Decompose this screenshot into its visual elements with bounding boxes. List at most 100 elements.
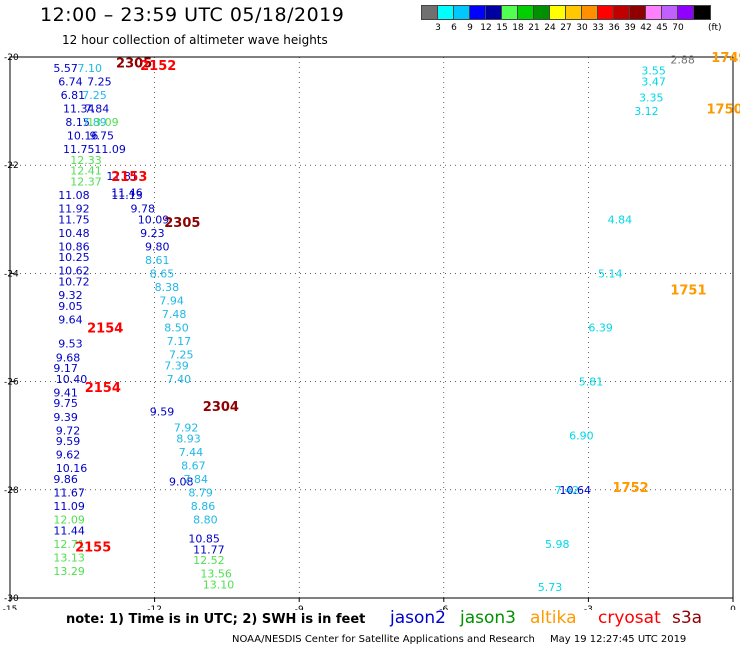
legend-s3a: s3a <box>672 608 703 628</box>
wave-height-label: 11.77 <box>193 543 225 556</box>
wave-height-label: 9.78 <box>131 202 156 215</box>
wave-height-label: 10.40 <box>56 373 88 386</box>
colorbar-swatch <box>437 5 455 20</box>
wave-height-label: 10.85 <box>188 532 220 545</box>
colorbar-swatch <box>469 5 487 20</box>
colorbar-label: 24 <box>544 23 556 33</box>
wave-height-label: 13.13 <box>53 551 85 564</box>
wave-height-label: 4.84 <box>608 213 633 226</box>
wave-height-label: 10.25 <box>58 251 89 264</box>
pass-time-label: 2153 <box>111 170 147 185</box>
wave-height-label: 9.80 <box>145 240 170 253</box>
wave-height-label: 7.25 <box>87 75 112 88</box>
wave-height-label: 10.72 <box>58 276 89 289</box>
pass-time-label: 2305 <box>164 216 200 231</box>
wave-height-label: 10.16 <box>56 462 88 475</box>
wave-height-label: 5.98 <box>545 538 570 551</box>
wave-height-label: 6.39 <box>588 322 613 335</box>
y-tick-label: -24 <box>4 269 19 279</box>
wave-height-label: 11.44 <box>53 524 85 537</box>
wave-height-label: 7.17 <box>167 335 192 348</box>
colorbar-label: 39 <box>624 23 636 33</box>
pass-time-label: 1749 <box>711 51 740 66</box>
wave-height-label: 7.25 <box>169 349 194 362</box>
colorbar-label: 9 <box>467 23 473 33</box>
wave-height-label: 11.75 <box>63 143 95 156</box>
wave-height-label: 7.89 <box>82 116 107 129</box>
wave-height-label: 10.09 <box>138 213 170 226</box>
wave-height-label: 3.47 <box>641 75 666 88</box>
x-tick-label: -12 <box>147 605 162 610</box>
colorbar-label: 27 <box>560 23 572 33</box>
wave-height-label: 9.39 <box>53 411 78 424</box>
wave-height-label: 11.67 <box>53 487 85 500</box>
wave-height-label: 9.64 <box>58 313 82 326</box>
wave-height-label: 9.75 <box>90 129 115 142</box>
wave-height-label: 11.08 <box>58 189 89 202</box>
pass-time-label: 2305 <box>116 56 152 71</box>
legend-altika: altika <box>530 608 577 628</box>
y-tick-label: -20 <box>4 53 19 63</box>
wave-height-label: 10.62 <box>58 265 89 278</box>
x-tick-label: 0 <box>730 605 736 610</box>
wave-height-label: 11.34 <box>63 102 95 115</box>
colorbar-swatch <box>597 5 615 20</box>
wave-height-label: 7.42 <box>555 484 580 497</box>
wave-height-label: 6.81 <box>61 89 86 102</box>
wave-height-label: 10.64 <box>559 484 591 497</box>
colorbar-label: 45 <box>656 23 668 33</box>
wave-height-label: 6.74 <box>58 75 82 88</box>
wave-height-label: 11.13 <box>111 189 143 202</box>
colorbar-label: 70 <box>672 23 684 33</box>
x-tick-label: -3 <box>584 605 593 610</box>
pass-time-label: 1750 <box>706 102 740 117</box>
wave-height-label: 9.68 <box>56 351 81 364</box>
colorbar-swatch <box>661 5 679 20</box>
wave-height-label: 3.35 <box>639 92 664 105</box>
wave-height-label: 6.90 <box>569 430 594 443</box>
legend-cryosat: cryosat <box>598 608 661 628</box>
wave-height-label: 11.92 <box>58 202 89 215</box>
x-tick-label: -6 <box>439 605 448 610</box>
colorbar-label: 15 <box>496 23 508 33</box>
colorbar-swatch <box>677 5 695 20</box>
wave-height-label: 8.93 <box>176 432 201 445</box>
wave-height-label: 8.50 <box>164 322 189 335</box>
wave-height-label: 9.17 <box>53 362 78 375</box>
colorbar-swatch <box>645 5 663 20</box>
pass-time-label: 1752 <box>613 481 649 496</box>
colorbar-swatch <box>453 5 471 20</box>
colorbar-label: 18 <box>512 23 524 33</box>
legend-jason2: jason2 <box>390 608 446 628</box>
wave-height-label: 11.75 <box>58 213 89 226</box>
wave-height-label: 8.61 <box>145 254 170 267</box>
colorbar-swatch <box>613 5 631 20</box>
wave-height-label: 13.56 <box>200 568 232 581</box>
colorbar-label: 36 <box>608 23 620 33</box>
wave-height-label: 12.71 <box>53 538 85 551</box>
pass-time-label: 1751 <box>670 284 706 299</box>
pass-time-label: 2152 <box>140 59 176 74</box>
wave-height-label: 8.15 <box>65 116 90 129</box>
wave-height-label: 7.40 <box>167 373 192 386</box>
note-text: note: 1) Time is in UTC; 2) SWH is in fe… <box>66 612 366 627</box>
wave-height-label: 11.81 <box>106 170 137 183</box>
wave-height-label: 5.57 <box>53 62 78 75</box>
pass-time-label: 2154 <box>85 381 121 396</box>
wave-height-label: 9.05 <box>58 300 82 313</box>
wave-height-label: 9.75 <box>53 397 78 410</box>
wave-height-label: 9.59 <box>56 435 81 448</box>
wave-height-label: 9.53 <box>58 338 82 351</box>
colorbar-swatch <box>533 5 551 20</box>
wave-height-label: 12.41 <box>70 165 102 178</box>
wave-height-label: 8.67 <box>181 459 206 472</box>
wave-height-label: 12.09 <box>53 514 85 527</box>
chart-title: 12:00 – 23:59 UTC 05/18/2019 <box>40 4 345 26</box>
colorbar-label: 33 <box>592 23 604 33</box>
colorbar-label: 3 <box>435 23 441 33</box>
wave-height-label: 9.72 <box>56 424 81 437</box>
wave-height-label: 13.29 <box>53 565 85 578</box>
colorbar-swatch <box>421 5 439 20</box>
wave-height-label: 8.79 <box>188 487 213 500</box>
colorbar-swatch <box>549 5 567 20</box>
